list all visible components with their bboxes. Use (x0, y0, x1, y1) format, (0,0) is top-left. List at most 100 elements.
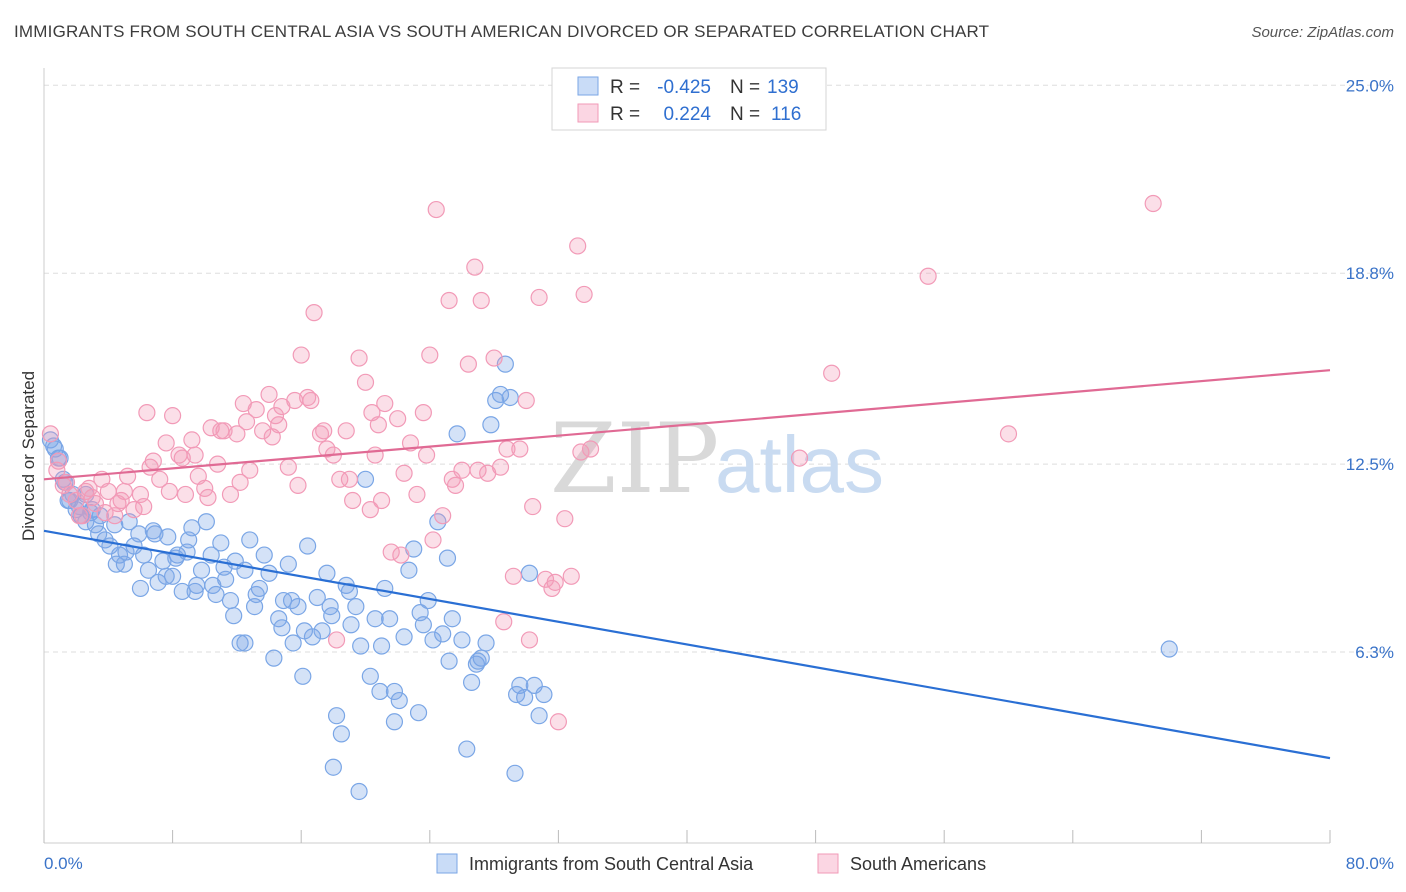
point-south-central-asia (491, 385, 510, 404)
point-south-americans (495, 613, 513, 631)
point-south-central-asia (221, 591, 240, 610)
point-south-central-asia (458, 740, 476, 758)
point-south-americans (160, 482, 178, 501)
point-south-central-asia (356, 470, 375, 488)
point-south-americans (299, 388, 317, 407)
point-south-americans (77, 482, 95, 501)
point-south-central-asia (395, 628, 413, 646)
point-south-americans (311, 425, 330, 443)
point-south-central-asia (342, 616, 360, 634)
point-south-americans (366, 446, 384, 464)
point-south-central-asia (294, 667, 312, 685)
point-south-central-asia (130, 525, 148, 543)
point-south-americans (408, 485, 426, 504)
point-south-americans (466, 258, 484, 276)
point-south-americans (562, 567, 580, 585)
point-south-central-asia (352, 637, 370, 655)
point-south-central-asia (131, 579, 150, 598)
point-south-americans (575, 285, 593, 304)
point-south-americans (157, 434, 175, 452)
watermark: ZIP atlas (550, 403, 884, 515)
point-south-central-asia (411, 604, 429, 622)
point-south-central-asia (265, 649, 283, 667)
point-south-americans (176, 485, 195, 504)
y-tick-label: 18.8% (1346, 264, 1394, 283)
point-south-americans (919, 267, 937, 285)
point-south-central-asia (159, 528, 177, 546)
point-south-americans (292, 346, 310, 364)
point-south-central-asia (520, 564, 539, 582)
point-south-central-asia (1160, 640, 1178, 658)
point-south-americans (556, 510, 574, 528)
point-south-central-asia (347, 597, 365, 616)
point-south-central-asia (207, 585, 225, 604)
legend-swatch-pink (577, 103, 599, 123)
point-south-central-asia (327, 707, 346, 725)
point-south-americans (427, 200, 445, 219)
point-south-americans (376, 394, 394, 413)
point-south-americans (572, 443, 590, 461)
point-south-americans (266, 407, 285, 425)
y-tick-label: 25.0% (1346, 76, 1394, 95)
point-south-americans (417, 446, 436, 464)
point-south-americans (270, 416, 288, 434)
point-south-americans (135, 497, 153, 516)
y-tick-labels: 6.3% 12.5% 18.8% 25.0% (1346, 76, 1394, 662)
point-south-central-asia (530, 707, 548, 725)
point-south-central-asia (501, 388, 519, 407)
point-south-americans (414, 404, 432, 422)
point-south-central-asia (448, 425, 466, 443)
point-south-americans (581, 440, 600, 458)
point-south-americans (536, 570, 555, 588)
point-south-central-asia (324, 758, 342, 776)
point-south-americans (49, 452, 68, 470)
bottom-legend-swatch-blue (436, 853, 458, 874)
point-south-central-asia (361, 667, 379, 685)
point-south-central-asia (381, 610, 399, 628)
point-south-central-asia (443, 610, 461, 628)
point-south-central-asia (241, 531, 259, 549)
y-tick-label: 6.3% (1355, 643, 1394, 662)
point-south-central-asia (236, 634, 254, 652)
point-south-central-asia (135, 546, 153, 564)
bottom-legend-label-pink: South Americans (850, 854, 986, 874)
point-south-americans (511, 440, 529, 458)
point-south-americans (125, 501, 143, 519)
x-tick-label-min: 0.0% (44, 854, 83, 873)
point-south-americans (823, 364, 841, 382)
point-south-americans (344, 491, 362, 510)
point-south-central-asia (273, 619, 291, 637)
trend-lines (43, 369, 1331, 760)
point-south-americans (183, 431, 201, 449)
point-south-americans (221, 485, 240, 504)
watermark-zip: ZIP (550, 403, 719, 515)
point-south-americans (279, 458, 297, 476)
point-south-americans (517, 391, 535, 410)
point-south-central-asia (192, 561, 211, 579)
y-axis-title: Divorced or Separated (19, 371, 38, 541)
point-south-americans (389, 410, 407, 428)
point-south-americans (472, 291, 490, 310)
point-south-americans (337, 422, 355, 440)
point-south-americans (237, 413, 256, 431)
point-south-americans (549, 713, 568, 731)
point-south-central-asia (313, 622, 331, 640)
point-south-central-asia (440, 652, 458, 670)
point-south-americans (260, 385, 278, 404)
point-south-central-asia (146, 525, 164, 543)
point-south-americans (112, 491, 130, 510)
point-south-americans (305, 304, 323, 322)
point-south-americans (530, 288, 548, 307)
point-south-central-asia (117, 543, 135, 561)
point-south-americans (96, 504, 114, 522)
point-south-central-asia (299, 537, 317, 555)
point-south-central-asia (231, 634, 249, 652)
bottom-legend-label-blue: Immigrants from South Central Asia (469, 854, 754, 874)
point-south-americans (382, 543, 400, 561)
trend-line-south-central-asia (43, 529, 1331, 760)
point-south-americans (327, 631, 346, 649)
point-south-americans (999, 425, 1018, 443)
point-south-central-asia (482, 416, 500, 434)
point-south-central-asia (212, 534, 230, 552)
point-south-americans (395, 464, 413, 482)
